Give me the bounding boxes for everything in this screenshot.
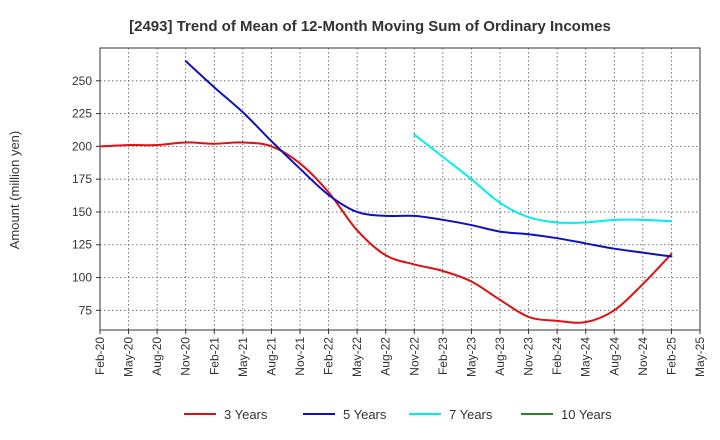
x-tick-label: Nov-20: [179, 337, 193, 376]
x-tick-label: May-25: [693, 337, 707, 377]
series-lines: [99, 60, 673, 324]
y-axis-label: Amount (million yen): [7, 131, 22, 250]
y-tick-label: 175: [72, 172, 92, 186]
x-tick-label: Feb-23: [436, 337, 450, 375]
x-tick-label: Feb-20: [93, 337, 107, 375]
y-tick-label: 200: [72, 139, 92, 153]
x-tick-label: Aug-21: [264, 337, 278, 376]
x-tick-label: Feb-25: [664, 337, 678, 375]
x-tick-label: Nov-22: [407, 337, 421, 376]
legend: 3 Years 5 Years 7 Years 10 Years: [184, 407, 612, 422]
legend-label-3-years: 3 Years: [224, 407, 268, 422]
x-tick-label: May-20: [122, 337, 136, 377]
series-line-5-years: [184, 60, 673, 258]
y-tick-label: 75: [79, 303, 93, 317]
y-tick-label: 250: [72, 74, 92, 88]
x-tick-label: May-22: [350, 337, 364, 377]
x-tick-label: May-21: [236, 337, 250, 377]
y-tick-label: 100: [72, 271, 92, 285]
x-tick-label: May-24: [579, 337, 593, 377]
y-tick-label: 225: [72, 107, 92, 121]
series-line-7-years: [413, 133, 673, 224]
x-tick-label: Aug-22: [379, 337, 393, 376]
y-tick-label: 150: [72, 205, 92, 219]
legend-label-7-years: 7 Years: [449, 407, 493, 422]
x-tick-label: Nov-21: [293, 337, 307, 376]
x-tick-label: Aug-23: [493, 337, 507, 376]
legend-label-5-years: 5 Years: [343, 407, 387, 422]
x-tick-label: May-23: [464, 337, 478, 377]
grid: [100, 48, 700, 330]
y-axis: 75 100 125 150 175 200 225 250: [72, 74, 100, 317]
x-tick-label: Aug-24: [607, 337, 621, 376]
chart-title: [2493] Trend of Mean of 12-Month Moving …: [129, 18, 611, 35]
x-tick-label: Feb-21: [207, 337, 221, 375]
y-tick-label: 125: [72, 238, 92, 252]
x-tick-label: Nov-24: [636, 337, 650, 376]
x-tick-label: Feb-22: [322, 337, 336, 375]
series-line-3-years: [99, 141, 673, 324]
x-tick-label: Feb-24: [550, 337, 564, 375]
plot-area: [99, 47, 701, 331]
legend-label-10-years: 10 Years: [561, 407, 612, 422]
x-tick-label: Nov-23: [522, 337, 536, 376]
x-axis: Feb-20 May-20 Aug-20 Nov-20 Feb-21 May-21 Aug-…: [93, 330, 707, 377]
x-tick-label: Aug-20: [150, 337, 164, 376]
